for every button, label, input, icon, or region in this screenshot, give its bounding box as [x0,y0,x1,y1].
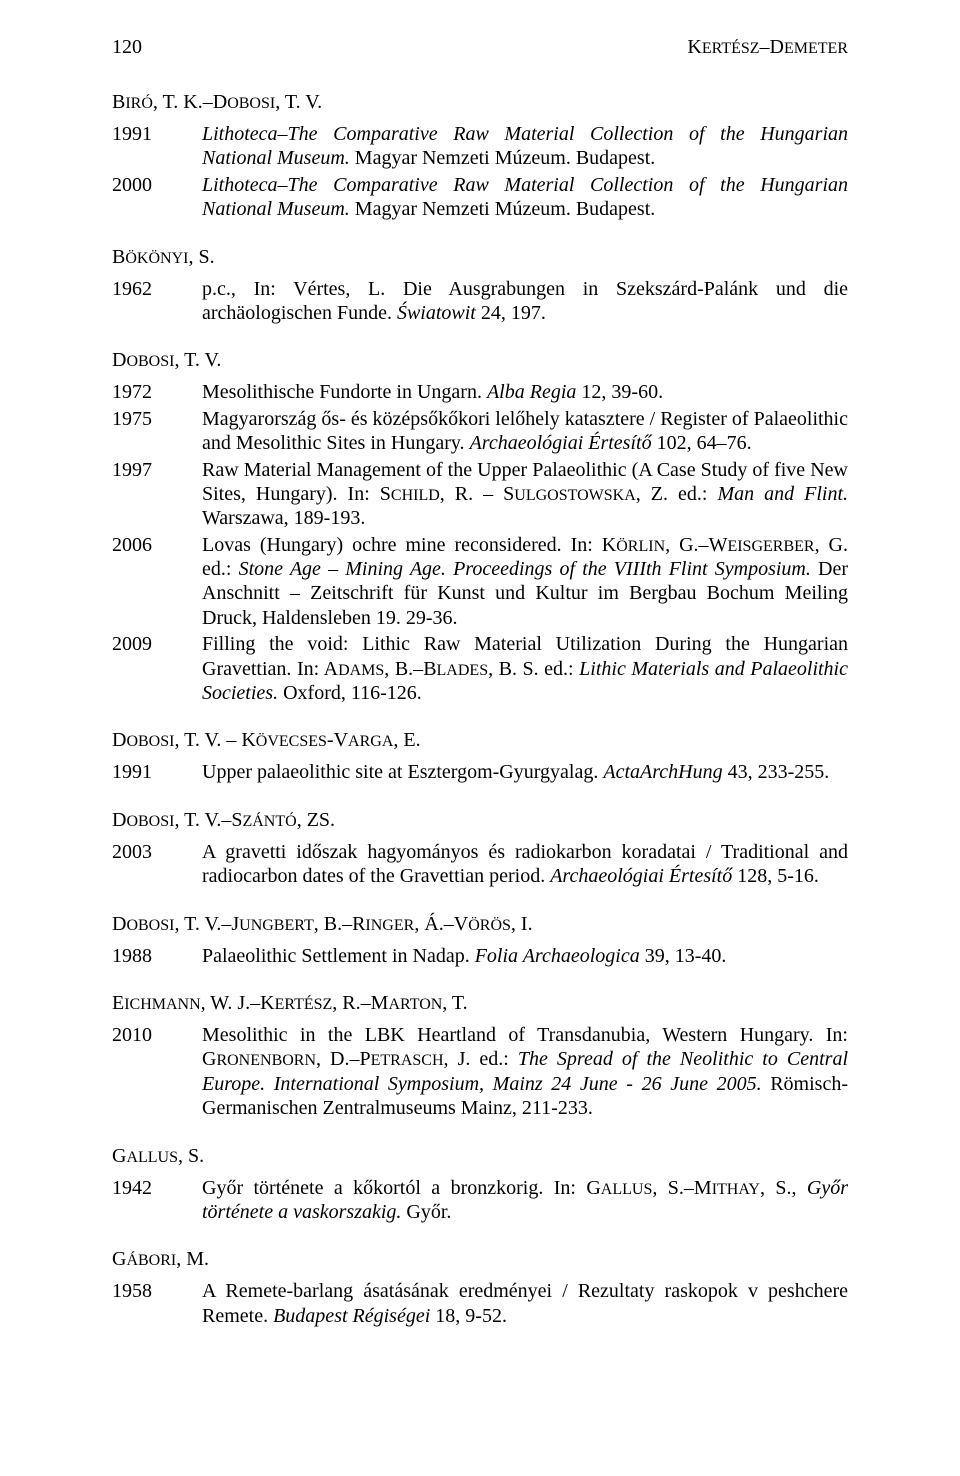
entry-body: p.c., In: Vértes, L. Die Ausgrabungen in… [202,277,848,326]
entry-year: 2000 [112,173,202,222]
entry-body: Mesolithische Fundorte in Ungarn. Alba R… [202,380,848,404]
entry-body: Palaeolithic Settlement in Nadap. Folia … [202,944,848,968]
bib-entry: 1988Palaeolithic Settlement in Nadap. Fo… [112,944,848,968]
bib-entry: 1958A Remete-barlang ásatásának eredmény… [112,1279,848,1328]
running-head: KERTÉSZ–DEMETER [687,36,848,59]
entry-body: Filling the void: Lithic Raw Material Ut… [202,632,848,705]
entry-body: Győr története a kőkortól a bronzkorig. … [202,1176,848,1225]
entry-body: A Remete-barlang ásatásának eredményei /… [202,1279,848,1328]
bib-entry: 1991Lithoteca–The Comparative Raw Materi… [112,122,848,171]
page-header: 120 KERTÉSZ–DEMETER [112,36,848,59]
entry-body: Lithoteca–The Comparative Raw Material C… [202,122,848,171]
bib-entry: 2000Lithoteca–The Comparative Raw Materi… [112,173,848,222]
page-number: 120 [112,36,142,59]
author-heading: DOBOSI, T. V. – KÖVECSES-VARGA, E. [112,729,848,752]
bib-entry: 1997Raw Material Management of the Upper… [112,458,848,531]
page-container: 120 KERTÉSZ–DEMETER BIRÓ, T. K.–DOBOSI, … [0,0,960,1476]
entry-body: Raw Material Management of the Upper Pal… [202,458,848,531]
author-heading: EICHMANN, W. J.–KERTÉSZ, R.–MARTON, T. [112,992,848,1015]
entry-year: 1958 [112,1279,202,1328]
author-heading: GÁBORI, M. [112,1248,848,1271]
entry-year: 1942 [112,1176,202,1225]
bib-entry: 1972Mesolithische Fundorte in Ungarn. Al… [112,380,848,404]
entry-year: 1988 [112,944,202,968]
entry-body: Upper palaeolithic site at Esztergom-Gyu… [202,760,848,784]
bib-entry: 1991Upper palaeolithic site at Esztergom… [112,760,848,784]
entry-year: 1962 [112,277,202,326]
author-heading: BÖKÖNYI, S. [112,246,848,269]
bib-entry: 2003A gravetti időszak hagyományos és ra… [112,840,848,889]
author-heading: BIRÓ, T. K.–DOBOSI, T. V. [112,91,848,114]
entry-year: 1972 [112,380,202,404]
author-heading: GALLUS, S. [112,1145,848,1168]
entry-body: Mesolithic in the LBK Heartland of Trans… [202,1023,848,1121]
bib-entry: 1942Győr története a kőkortól a bronzkor… [112,1176,848,1225]
entry-year: 2010 [112,1023,202,1121]
author-heading: DOBOSI, T. V. [112,349,848,372]
entry-year: 2009 [112,632,202,705]
bib-entry: 2010Mesolithic in the LBK Heartland of T… [112,1023,848,1121]
entry-body: Lithoteca–The Comparative Raw Material C… [202,173,848,222]
entry-body: Lovas (Hungary) ochre mine reconsidered.… [202,533,848,631]
bibliography: BIRÓ, T. K.–DOBOSI, T. V.1991Lithoteca–T… [112,91,848,1328]
entry-year: 1991 [112,760,202,784]
bib-entry: 2009Filling the void: Lithic Raw Materia… [112,632,848,705]
entry-year: 2003 [112,840,202,889]
entry-body: A gravetti időszak hagyományos és radiok… [202,840,848,889]
entry-year: 1991 [112,122,202,171]
author-heading: DOBOSI, T. V.–SZÁNTÓ, ZS. [112,809,848,832]
author-heading: DOBOSI, T. V.–JUNGBERT, B.–RINGER, Á.–VÖ… [112,913,848,936]
entry-year: 1975 [112,407,202,456]
bib-entry: 1975Magyarország ős- és középsőkőkori le… [112,407,848,456]
entry-year: 1997 [112,458,202,531]
entry-body: Magyarország ős- és középsőkőkori lelőhe… [202,407,848,456]
entry-year: 2006 [112,533,202,631]
bib-entry: 2006Lovas (Hungary) ochre mine reconside… [112,533,848,631]
bib-entry: 1962p.c., In: Vértes, L. Die Ausgrabunge… [112,277,848,326]
